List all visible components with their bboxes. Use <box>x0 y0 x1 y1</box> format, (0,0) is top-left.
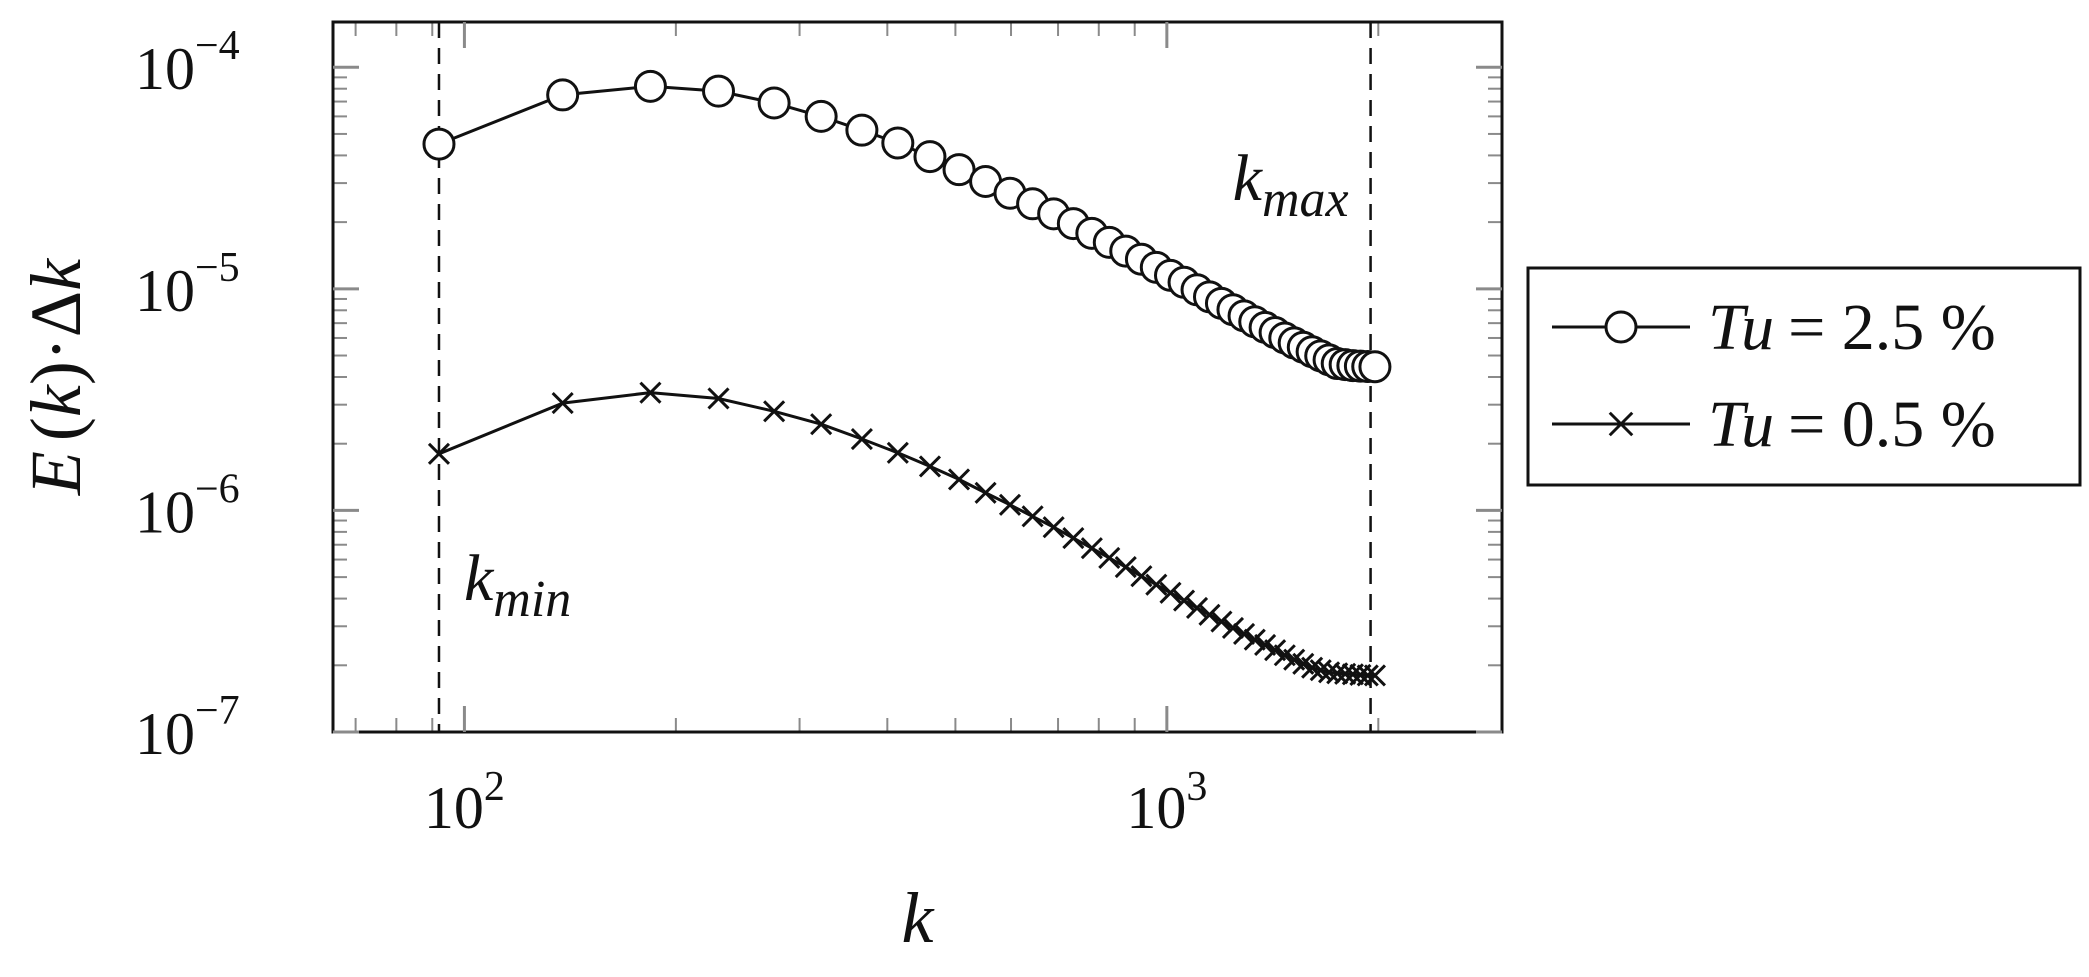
series-0-point-1 <box>546 78 580 112</box>
series-0-point-7 <box>881 126 915 160</box>
series-1-point-8 <box>918 455 942 478</box>
series-1-point-23 <box>1198 603 1221 626</box>
series-0 <box>422 69 1392 384</box>
major-ticks <box>333 22 1502 734</box>
series-0-point-4 <box>757 86 791 120</box>
series-1-point-24 <box>1210 610 1233 633</box>
vline-label-min: kmin <box>464 542 571 628</box>
series-1-point-18 <box>1130 565 1153 588</box>
series-1-point-25 <box>1221 616 1245 639</box>
series-1-point-15 <box>1080 537 1103 560</box>
series-1-point-17 <box>1114 556 1137 579</box>
series-1-point-5 <box>810 413 833 436</box>
series-1-point-0 <box>427 442 451 465</box>
x-tick-label-0: 102 <box>424 764 505 841</box>
legend-marker-0 <box>1604 310 1638 344</box>
series-line-1 <box>438 391 1375 677</box>
series-0-point-3 <box>702 74 736 108</box>
series-1-point-11 <box>998 493 1022 516</box>
series-layer <box>422 69 1392 687</box>
x-tick-label-1: 103 <box>1126 764 1207 841</box>
series-0-point-2 <box>633 69 667 103</box>
series-1-point-19 <box>1145 573 1168 596</box>
y-tick-label-3: 10−7 <box>135 688 240 767</box>
series-0-point-8 <box>913 140 947 174</box>
x-axis-label: k <box>902 878 936 958</box>
legend-label-1: Tu = 0.5 % <box>1708 388 1996 461</box>
series-1-point-1 <box>551 392 574 415</box>
series-1-point-41 <box>1363 664 1386 687</box>
minor-ticks <box>333 22 1503 732</box>
series-1-point-9 <box>947 468 971 491</box>
series-1-point-14 <box>1062 527 1085 550</box>
series-0-point-0 <box>422 127 456 161</box>
legend-box <box>1526 266 2082 487</box>
series-0-point-9 <box>942 153 976 187</box>
vline-label-max: kmax <box>1233 142 1349 228</box>
series-0-point-6 <box>845 113 879 147</box>
series-0-point-5 <box>804 99 838 133</box>
series-1-point-6 <box>850 427 873 451</box>
reference-lines: kmin kmax <box>437 22 1372 732</box>
series-1-point-7 <box>886 441 909 464</box>
series-1-point-20 <box>1159 581 1182 604</box>
series-1-point-22 <box>1185 596 1209 619</box>
y-tick-label-0: 10−4 <box>135 23 240 102</box>
y-tick-label-2: 10−6 <box>135 466 240 545</box>
series-1-point-26 <box>1233 622 1256 646</box>
series-1-point-3 <box>707 387 730 410</box>
series-1 <box>427 381 1386 687</box>
series-1-point-10 <box>974 481 997 504</box>
tick-labels: 102 103 10−4 10−5 10−6 10−7 <box>135 23 1207 841</box>
legend-marker-1 <box>1608 411 1634 437</box>
series-1-point-40 <box>1356 664 1379 687</box>
series-0-point-41 <box>1358 350 1392 384</box>
plot-frame <box>331 20 1504 734</box>
y-tick-label-1: 10−5 <box>135 245 240 324</box>
y-axis-label: E(k)·Δk <box>16 257 96 496</box>
legend-label-0: Tu = 2.5 % <box>1708 291 1996 364</box>
series-1-point-16 <box>1098 546 1121 570</box>
legend: Tu = 2.5 % Tu = 0.5 % <box>1526 266 2082 487</box>
series-1-point-13 <box>1042 516 1065 539</box>
series-1-point-33 <box>1301 656 1324 679</box>
series-1-point-27 <box>1243 628 1266 651</box>
series-1-point-21 <box>1172 589 1196 612</box>
series-1-point-4 <box>763 400 786 423</box>
series-1-point-12 <box>1021 505 1044 528</box>
series-1-point-2 <box>639 381 662 404</box>
